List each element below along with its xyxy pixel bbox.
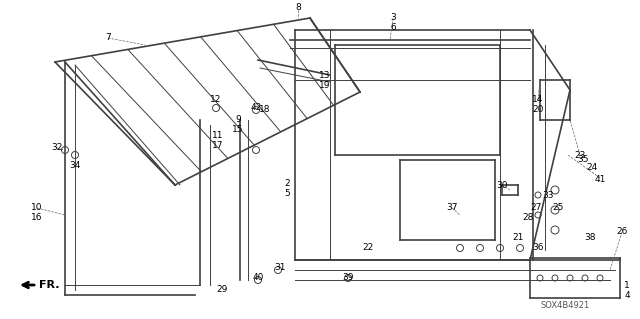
Text: 2: 2 — [284, 179, 290, 188]
Text: 17: 17 — [212, 140, 224, 150]
Text: 35: 35 — [577, 155, 589, 165]
Text: 26: 26 — [616, 227, 628, 236]
Text: 14: 14 — [532, 95, 544, 105]
Text: 15: 15 — [232, 125, 244, 135]
Text: 18: 18 — [259, 106, 271, 115]
Text: 40: 40 — [252, 273, 264, 283]
Text: 21: 21 — [512, 234, 524, 242]
Text: 24: 24 — [586, 162, 598, 172]
Text: 32: 32 — [51, 144, 63, 152]
Text: 37: 37 — [446, 204, 458, 212]
Text: 27: 27 — [531, 203, 541, 211]
Text: 34: 34 — [69, 160, 81, 169]
Text: 19: 19 — [319, 80, 331, 90]
Text: 12: 12 — [211, 95, 221, 105]
Text: 28: 28 — [522, 213, 534, 222]
Text: 11: 11 — [212, 130, 224, 139]
Text: 5: 5 — [284, 189, 290, 197]
Text: 42: 42 — [250, 103, 262, 113]
Text: 39: 39 — [342, 273, 354, 283]
Text: 22: 22 — [362, 243, 374, 253]
Text: 3: 3 — [390, 13, 396, 23]
Text: 4: 4 — [624, 292, 630, 300]
Text: 10: 10 — [31, 203, 43, 211]
Text: 33: 33 — [542, 190, 554, 199]
Text: SOX4B4921: SOX4B4921 — [540, 300, 589, 309]
Text: 41: 41 — [595, 175, 605, 184]
Text: 38: 38 — [584, 234, 596, 242]
Text: 1: 1 — [624, 280, 630, 290]
Text: 6: 6 — [390, 24, 396, 33]
Text: 30: 30 — [496, 181, 508, 189]
Text: 8: 8 — [295, 4, 301, 12]
Text: 36: 36 — [532, 243, 544, 253]
Text: 7: 7 — [105, 33, 111, 42]
Text: 25: 25 — [552, 203, 564, 211]
Text: 16: 16 — [31, 213, 43, 222]
Text: 9: 9 — [235, 115, 241, 124]
Text: 20: 20 — [532, 106, 544, 115]
Text: 31: 31 — [275, 263, 285, 272]
Text: 13: 13 — [319, 70, 331, 79]
Text: 29: 29 — [216, 286, 228, 294]
Text: 23: 23 — [574, 151, 586, 160]
Text: FR.: FR. — [39, 280, 60, 290]
